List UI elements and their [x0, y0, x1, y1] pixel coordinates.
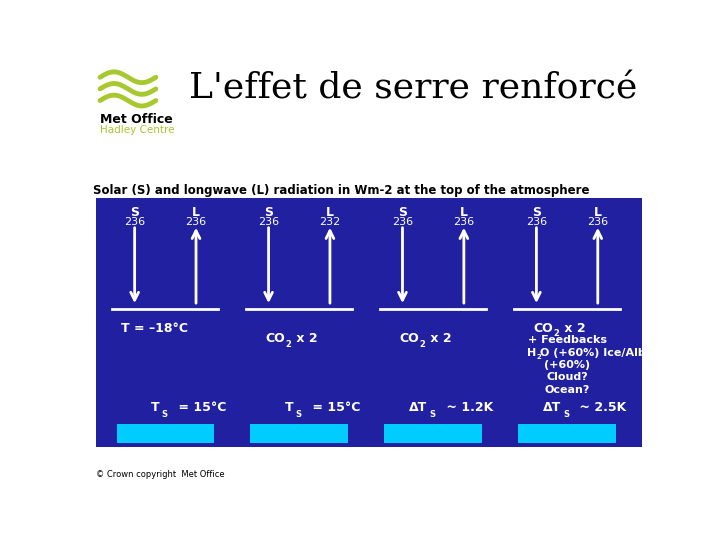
Text: L: L [594, 206, 602, 219]
Text: (+60%): (+60%) [544, 360, 590, 370]
Text: L: L [192, 206, 200, 219]
Text: x 2: x 2 [560, 322, 585, 335]
Text: 2: 2 [536, 354, 541, 360]
Text: = 15°C: = 15°C [307, 401, 360, 414]
Text: 2: 2 [553, 329, 559, 338]
Text: S: S [295, 409, 302, 418]
Text: ~ 1.2K: ~ 1.2K [441, 401, 492, 414]
Text: Cloud?: Cloud? [546, 373, 588, 382]
Text: Ocean?: Ocean? [544, 384, 590, 395]
Text: 236: 236 [258, 217, 279, 227]
Text: S: S [532, 206, 541, 219]
Text: CO: CO [266, 332, 285, 345]
Text: 236: 236 [392, 217, 413, 227]
Text: S: S [563, 409, 570, 418]
Text: x 2: x 2 [292, 332, 318, 345]
Text: Solar (S) and longwave (L) radiation in Wm-2 at the top of the atmosphere: Solar (S) and longwave (L) radiation in … [93, 184, 589, 197]
Text: CO: CO [400, 332, 419, 345]
Bar [518, 424, 616, 443]
Text: 2: 2 [419, 340, 425, 349]
Text: © Crown copyright  Met Office: © Crown copyright Met Office [96, 469, 224, 478]
Bar [251, 424, 348, 443]
Text: Met Office: Met Office [100, 113, 173, 126]
Text: x 2: x 2 [426, 332, 451, 345]
Text: T: T [285, 401, 294, 414]
Bar [117, 424, 214, 443]
Bar [96, 198, 642, 447]
Text: S: S [264, 206, 273, 219]
Text: H: H [527, 348, 536, 357]
Text: S: S [161, 409, 168, 418]
Text: Hadley Centre: Hadley Centre [100, 125, 174, 135]
Text: L'effet de serre renforcé: L'effet de serre renforcé [189, 71, 638, 105]
Text: ~ 2.5K: ~ 2.5K [575, 401, 626, 414]
Text: T = –18°C: T = –18°C [121, 322, 188, 335]
Text: 236: 236 [526, 217, 547, 227]
Text: S: S [130, 206, 139, 219]
Text: S: S [398, 206, 407, 219]
Text: O (+60%) Ice/Albedo: O (+60%) Ice/Albedo [540, 348, 669, 357]
Text: T: T [151, 401, 160, 414]
Text: CO: CO [534, 322, 553, 335]
Text: 236: 236 [588, 217, 608, 227]
Bar [384, 424, 482, 443]
Text: 232: 232 [319, 217, 341, 227]
Text: L: L [460, 206, 468, 219]
Text: ΔT: ΔT [544, 401, 562, 414]
Text: 236: 236 [454, 217, 474, 227]
Text: 236: 236 [124, 217, 145, 227]
Text: 236: 236 [186, 217, 207, 227]
Text: L: L [326, 206, 334, 219]
Text: = 15°C: = 15°C [174, 401, 226, 414]
Text: S: S [429, 409, 436, 418]
Text: 2: 2 [285, 340, 291, 349]
Text: ΔT: ΔT [410, 401, 428, 414]
Text: + Feedbacks: + Feedbacks [528, 335, 606, 345]
